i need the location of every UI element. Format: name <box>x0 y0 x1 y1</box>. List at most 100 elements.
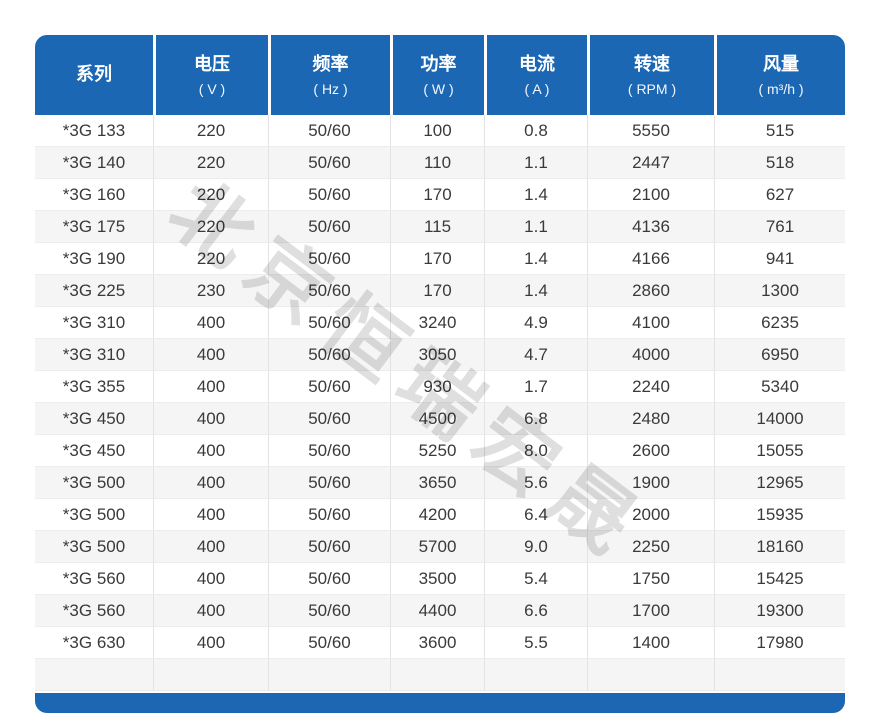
table-cell: 2240 <box>587 371 714 403</box>
table-cell: 15935 <box>714 499 845 531</box>
table-cell: 2480 <box>587 403 714 435</box>
spec-table-card: 系列 电压 ( V ) 频率 ( Hz ) 功率 ( W ) 电流 ( A ) 转速 ( RPM )… <box>35 35 845 713</box>
table-cell: *3G 560 <box>35 595 153 627</box>
table-cell: 100 <box>390 115 484 147</box>
table-cell: 1.4 <box>484 179 587 211</box>
table-cell: *3G 500 <box>35 499 153 531</box>
table-cell: 761 <box>714 211 845 243</box>
table-row: *3G 310 400 50/60 3050 4.7 4000 6950 <box>35 339 845 371</box>
table-cell: 50/60 <box>268 211 390 243</box>
table-row: *3G 450 400 50/60 5250 8.0 2600 15055 <box>35 435 845 467</box>
table-cell: 14000 <box>714 403 845 435</box>
table-cell: 170 <box>390 243 484 275</box>
table-cell: 220 <box>153 211 268 243</box>
table-cell: 3600 <box>390 627 484 659</box>
table-cell: 400 <box>153 435 268 467</box>
table-cell: 930 <box>390 371 484 403</box>
table-cell: 4136 <box>587 211 714 243</box>
column-unit: ( W ) <box>423 80 454 97</box>
table-cell: *3G 355 <box>35 371 153 403</box>
table-cell: 220 <box>153 147 268 179</box>
column-label: 系列 <box>76 64 112 85</box>
column-label: 功率 <box>420 54 457 75</box>
table-row: *3G 560 400 50/60 3500 5.4 1750 15425 <box>35 563 845 595</box>
table-cell: *3G 225 <box>35 275 153 307</box>
column-unit: ( V ) <box>198 80 226 97</box>
table-cell: 6.4 <box>484 499 587 531</box>
table-cell: 3240 <box>390 307 484 339</box>
table-cell: *3G 310 <box>35 307 153 339</box>
table-cell: 1750 <box>587 563 714 595</box>
table-cell: 19300 <box>714 595 845 627</box>
table-cell: 4500 <box>390 403 484 435</box>
table-row: *3G 140 220 50/60 110 1.1 2447 518 <box>35 147 845 179</box>
table-cell: 50/60 <box>268 307 390 339</box>
table-cell: 4166 <box>587 243 714 275</box>
table-row: *3G 160 220 50/60 170 1.4 2100 627 <box>35 179 845 211</box>
table-cell: 400 <box>153 499 268 531</box>
table-cell: 5550 <box>587 115 714 147</box>
table-row: *3G 630 400 50/60 3600 5.5 1400 17980 <box>35 627 845 659</box>
table-cell: 4100 <box>587 307 714 339</box>
spec-table: 系列 电压 ( V ) 频率 ( Hz ) 功率 ( W ) 电流 ( A ) 转速 ( RPM )… <box>35 35 845 691</box>
table-cell: 2600 <box>587 435 714 467</box>
column-header: 系列 <box>35 35 153 115</box>
table-cell: 2447 <box>587 147 714 179</box>
table-cell: 50/60 <box>268 627 390 659</box>
column-label: 电压 <box>194 54 230 75</box>
table-row: *3G 225 230 50/60 170 1.4 2860 1300 <box>35 275 845 307</box>
column-label: 电流 <box>519 54 555 75</box>
table-footer-bar <box>35 693 845 713</box>
column-header: 转速 ( RPM ) <box>587 35 714 115</box>
table-cell: 170 <box>390 179 484 211</box>
table-cell: 400 <box>153 339 268 371</box>
table-cell: 5340 <box>714 371 845 403</box>
table-row: *3G 190 220 50/60 170 1.4 4166 941 <box>35 243 845 275</box>
table-cell: 400 <box>153 563 268 595</box>
table-cell <box>35 659 153 691</box>
table-cell: 1.1 <box>484 211 587 243</box>
column-unit: ( m³/h ) <box>758 80 804 97</box>
table-cell: 400 <box>153 467 268 499</box>
table-body: *3G 133 220 50/60 100 0.8 5550 515 *3G 140 220 50… <box>35 115 845 691</box>
column-label: 转速 <box>634 54 670 75</box>
header-row: 系列 电压 ( V ) 频率 ( Hz ) 功率 ( W ) 电流 ( A ) 转速 ( RPM )… <box>35 35 845 115</box>
table-cell: 6235 <box>714 307 845 339</box>
table-cell: 12965 <box>714 467 845 499</box>
table-cell: 518 <box>714 147 845 179</box>
table-cell: 941 <box>714 243 845 275</box>
table-row: *3G 500 400 50/60 5700 9.0 2250 18160 <box>35 531 845 563</box>
table-cell: 2250 <box>587 531 714 563</box>
column-header: 风量 ( m³/h ) <box>714 35 845 115</box>
table-cell: *3G 450 <box>35 403 153 435</box>
table-cell: *3G 500 <box>35 467 153 499</box>
table-cell: 1900 <box>587 467 714 499</box>
table-cell: 1.7 <box>484 371 587 403</box>
table-cell: *3G 450 <box>35 435 153 467</box>
table-cell: 115 <box>390 211 484 243</box>
table-cell: 400 <box>153 531 268 563</box>
table-cell: 220 <box>153 243 268 275</box>
table-cell: 1.4 <box>484 243 587 275</box>
table-cell: *3G 310 <box>35 339 153 371</box>
table-cell: 50/60 <box>268 275 390 307</box>
table-cell: 220 <box>153 179 268 211</box>
table-cell: 50/60 <box>268 563 390 595</box>
column-header: 频率 ( Hz ) <box>268 35 390 115</box>
table-cell: 3650 <box>390 467 484 499</box>
table-cell: 4.9 <box>484 307 587 339</box>
table-row: *3G 310 400 50/60 3240 4.9 4100 6235 <box>35 307 845 339</box>
table-cell: 50/60 <box>268 403 390 435</box>
table-cell: 50/60 <box>268 115 390 147</box>
table-cell: 50/60 <box>268 467 390 499</box>
table-cell: 2860 <box>587 275 714 307</box>
table-row: *3G 500 400 50/60 3650 5.6 1900 12965 <box>35 467 845 499</box>
table-cell: 3500 <box>390 563 484 595</box>
table-cell: 50/60 <box>268 371 390 403</box>
table-cell: 1.4 <box>484 275 587 307</box>
table-cell: *3G 160 <box>35 179 153 211</box>
table-cell: 5700 <box>390 531 484 563</box>
table-cell: 50/60 <box>268 179 390 211</box>
table-cell: *3G 190 <box>35 243 153 275</box>
